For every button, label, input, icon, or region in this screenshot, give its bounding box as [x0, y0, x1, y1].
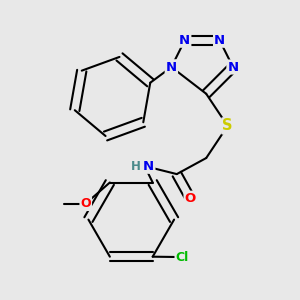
- Text: N: N: [227, 61, 239, 74]
- Text: O: O: [80, 197, 91, 210]
- Text: H: H: [131, 160, 141, 172]
- Text: S: S: [222, 118, 233, 134]
- Text: N: N: [179, 34, 190, 47]
- Text: O: O: [184, 192, 196, 205]
- Text: N: N: [214, 34, 225, 47]
- Text: N: N: [166, 61, 177, 74]
- Text: N: N: [166, 61, 177, 74]
- Text: Cl: Cl: [176, 250, 189, 264]
- Text: H: H: [131, 160, 141, 172]
- Text: N: N: [143, 160, 154, 172]
- Text: N: N: [143, 160, 154, 172]
